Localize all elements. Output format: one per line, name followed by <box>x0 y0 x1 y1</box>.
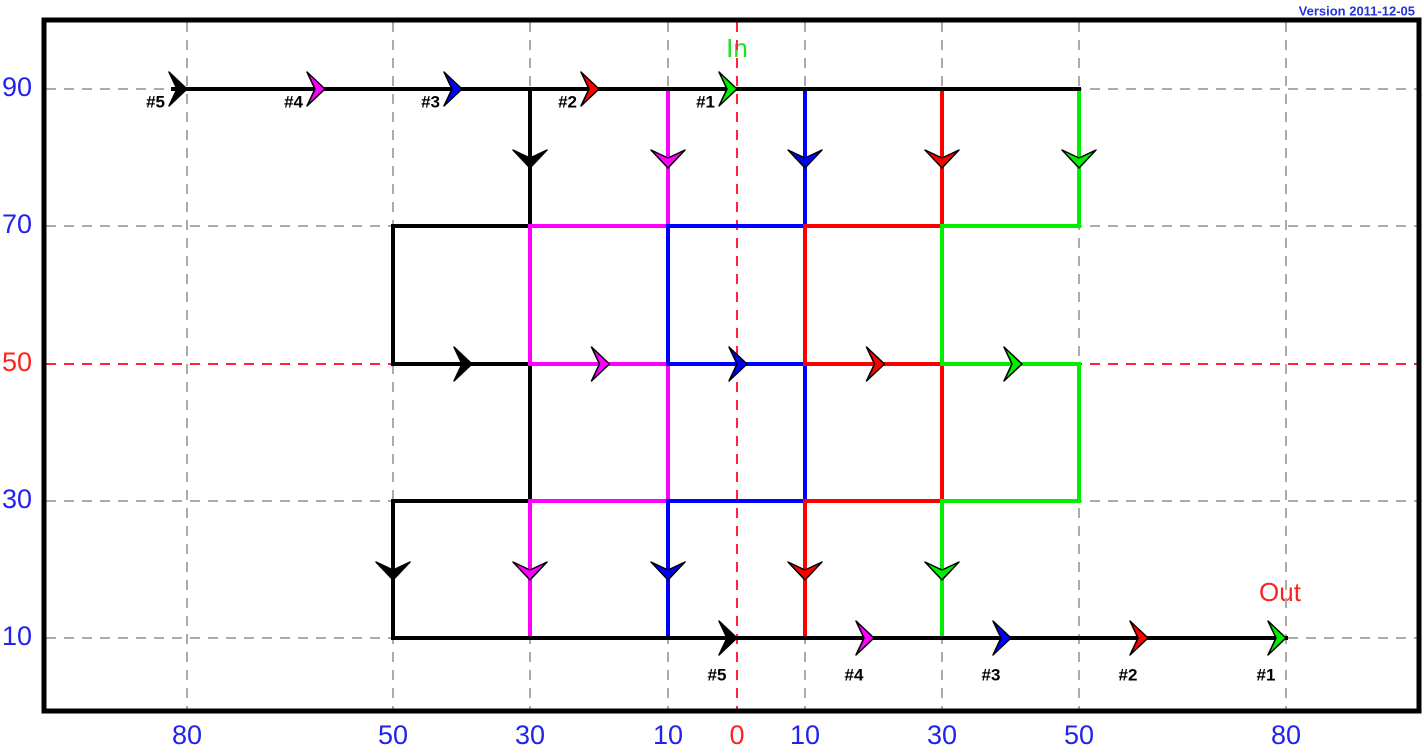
x-axis-label: 10 <box>653 720 683 748</box>
x-axis-label: 30 <box>927 720 957 748</box>
arrow <box>168 71 188 107</box>
x-axis-label: 80 <box>172 720 202 748</box>
output-port-label: #5 <box>708 665 727 684</box>
out-label: Out <box>1259 577 1302 607</box>
x-axis-label: 0 <box>729 720 744 748</box>
arrow <box>787 561 823 581</box>
arrow <box>512 149 548 169</box>
output-port-label: #4 <box>845 665 864 684</box>
output-port-label: #1 <box>1257 665 1276 684</box>
y-axis-label: 50 <box>2 347 32 377</box>
arrow <box>787 149 823 169</box>
arrow <box>375 561 411 581</box>
input-port-label: #4 <box>284 92 303 111</box>
arrow <box>992 620 1012 656</box>
arrow <box>1061 149 1097 169</box>
y-axis-label: 70 <box>2 209 32 239</box>
arrow <box>580 71 600 107</box>
arrow <box>728 346 748 382</box>
arrow <box>590 346 611 382</box>
x-axis-label: 80 <box>1271 720 1301 748</box>
arrow <box>512 561 548 581</box>
arrow <box>650 149 686 169</box>
input-port-label: #1 <box>696 92 715 111</box>
arrow <box>865 346 886 382</box>
y-axis-label: 10 <box>2 621 32 651</box>
arrow <box>924 561 960 581</box>
arrow <box>1129 620 1149 656</box>
arrow <box>1267 620 1287 656</box>
input-port-label: #3 <box>421 92 440 111</box>
output-port-label: #2 <box>1119 665 1138 684</box>
frame <box>41 17 1422 714</box>
arrow <box>1003 346 1023 382</box>
arrow <box>718 71 738 107</box>
x-axis-label: 50 <box>1064 720 1094 748</box>
arrow <box>306 71 326 107</box>
arrow <box>855 620 875 656</box>
x-axis-label: 10 <box>790 720 820 748</box>
arrow <box>443 71 463 107</box>
y-axis-label: 30 <box>2 484 32 514</box>
x-axis-label: 50 <box>378 720 408 748</box>
output-port-label: #3 <box>982 665 1001 684</box>
y-axis-label: 90 <box>2 72 32 102</box>
version: Version 2011-12-05 <box>1299 3 1415 18</box>
arrow <box>924 149 960 169</box>
x-axis-label: 30 <box>515 720 545 748</box>
arrow <box>453 346 473 382</box>
input-port-label: #5 <box>146 92 165 111</box>
arrow <box>650 561 686 581</box>
input-port-label: #2 <box>558 92 577 111</box>
arrow <box>718 620 738 656</box>
